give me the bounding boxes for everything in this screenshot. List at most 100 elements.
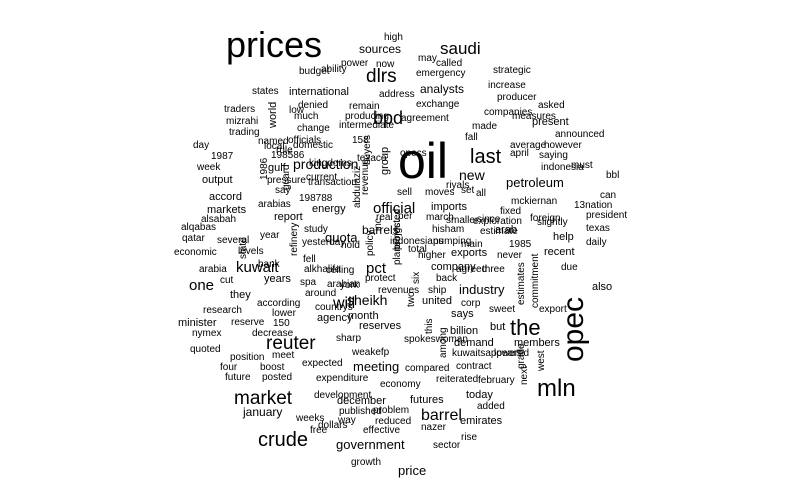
word-state: state: [238, 237, 249, 259]
word-slightly: slightly: [537, 217, 568, 228]
word-strategic: strategic: [493, 65, 531, 76]
word-company: company: [431, 261, 476, 273]
word-economy: economy: [380, 379, 421, 390]
word-rule: rule: [276, 145, 293, 156]
word-indonesians: indonesians: [390, 236, 443, 247]
word-this: this: [424, 318, 435, 334]
word-west: west: [536, 350, 547, 372]
word-bpd: bpd: [373, 108, 403, 128]
word-free: free: [310, 425, 328, 436]
word-may: may: [418, 53, 437, 64]
word-year: year: [260, 230, 280, 241]
word-export: export: [539, 304, 567, 315]
word-published: published: [339, 406, 382, 417]
word-international: international: [289, 86, 349, 98]
word-expenditure: expenditure: [316, 373, 369, 384]
word-ability: ability: [321, 64, 347, 75]
word-meeting: meeting: [353, 359, 399, 374]
word-four: four: [220, 362, 238, 373]
word-plans: plans: [392, 241, 403, 265]
word-recent: recent: [544, 246, 575, 258]
word-1987: 1987: [211, 151, 234, 162]
word-officials: officials: [288, 135, 321, 146]
word-back: back: [436, 273, 458, 284]
word-however: however: [544, 140, 582, 151]
word-150: 150: [273, 318, 290, 329]
word-13nation: 13nation: [574, 200, 612, 211]
word-arabias: arabias: [258, 199, 291, 210]
word-called: called: [436, 58, 462, 69]
word-agreement: agreement: [401, 113, 449, 124]
word-kingdoms: kingdoms: [309, 158, 352, 169]
word-spokeswoman: spokeswoman: [404, 334, 468, 345]
word-can: can: [600, 190, 616, 201]
word-today: today: [466, 389, 493, 401]
word-change: change: [297, 123, 330, 134]
word-revenue: revenue: [360, 158, 371, 195]
word-sweet: sweet: [489, 304, 515, 315]
word-posted: posted: [262, 372, 292, 383]
word-york: york: [340, 280, 360, 291]
word-estimate: estimate: [480, 226, 518, 237]
word-quoted: quoted: [190, 344, 221, 355]
word-alsabah: alsabah: [201, 214, 236, 225]
word-report: report: [274, 211, 303, 223]
word-made: made: [472, 121, 497, 132]
word-nymex: nymex: [192, 328, 221, 339]
word-states: states: [252, 86, 279, 97]
word-effective: effective: [363, 425, 400, 436]
word-bbl: bbl: [606, 170, 619, 181]
word-reduced: reduced: [375, 416, 411, 427]
word-growth: growth: [351, 457, 381, 468]
word-domestic: domestic: [293, 140, 333, 151]
word-exploration: exploration: [473, 216, 522, 227]
word-lower: lower: [272, 308, 297, 319]
word-markets: markets: [207, 204, 247, 216]
word-low: low: [289, 105, 305, 116]
word-minister: minister: [178, 317, 217, 329]
word-research: research: [203, 305, 242, 316]
word-position: position: [230, 352, 264, 363]
word-named: named: [258, 136, 289, 147]
word-must: must: [571, 160, 593, 171]
word-inc: inc: [373, 218, 384, 231]
word-will: will: [332, 295, 355, 312]
word-way: way: [337, 415, 356, 426]
word-fall: fall: [465, 132, 478, 143]
word-rise: rise: [461, 432, 478, 443]
word-week: week: [196, 162, 221, 173]
word-ship: ship: [428, 285, 447, 296]
word-abdulaziz: abdulaziz: [352, 166, 363, 208]
word-analysts: analysts: [420, 82, 464, 96]
word-1986: 1986: [259, 157, 270, 180]
word-saudi: saudi: [440, 39, 481, 58]
word-problem: problem: [373, 405, 409, 416]
word-reserves: reserves: [359, 320, 402, 332]
word-spa: spa: [300, 277, 317, 288]
word-mckiernan: mckiernan: [511, 196, 557, 207]
word-gulf: gulf: [268, 162, 287, 174]
word-members: members: [514, 337, 560, 349]
word-compared: compared: [405, 363, 449, 374]
word-economic: economic: [174, 247, 217, 258]
word-mizrahi: mizrahi: [226, 116, 258, 127]
word-industry: industry: [459, 282, 505, 297]
word-two: two: [406, 291, 417, 307]
word-corp: corp: [461, 298, 481, 309]
word-among: among: [438, 327, 449, 358]
word-group: group: [379, 147, 391, 175]
word-weeks: weeks: [295, 413, 324, 424]
word-boost: boost: [260, 362, 285, 373]
word-united: united: [422, 295, 452, 307]
word-next: next: [519, 366, 530, 385]
word-bank: bank: [258, 259, 281, 270]
word-brings: brings: [392, 223, 403, 250]
word-address: address: [379, 89, 415, 100]
word-high: high: [384, 32, 403, 43]
word-production: production: [293, 156, 358, 172]
word-due: due: [561, 262, 578, 273]
word-buyers: buyers: [362, 135, 373, 165]
word-denied: denied: [298, 100, 328, 111]
word-quota: quota: [325, 230, 358, 245]
word-estimates: estimates: [516, 262, 527, 305]
